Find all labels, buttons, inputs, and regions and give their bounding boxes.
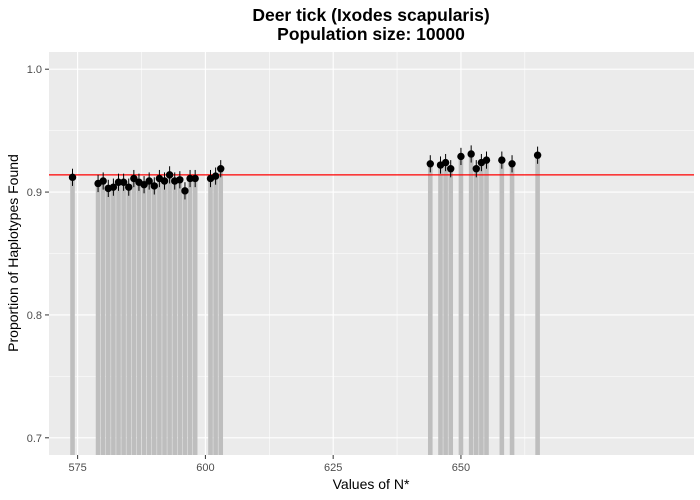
data-point bbox=[176, 176, 184, 184]
data-point bbox=[482, 156, 491, 164]
x-tick-label: 625 bbox=[324, 462, 342, 474]
bar bbox=[131, 178, 137, 456]
data-point bbox=[119, 178, 128, 186]
bar bbox=[479, 162, 484, 455]
data-point bbox=[140, 180, 148, 189]
y-tick-label: 0.9 bbox=[27, 187, 42, 199]
bar bbox=[427, 163, 433, 455]
bars bbox=[70, 153, 540, 456]
data-point bbox=[160, 177, 169, 185]
axis-ticks bbox=[45, 68, 462, 459]
bar bbox=[192, 178, 198, 456]
y-tick-labels: 0.7 0.8 0.9 1.0 bbox=[27, 64, 42, 445]
bar bbox=[443, 162, 448, 455]
bar bbox=[121, 182, 126, 456]
x-tick-label: 600 bbox=[196, 462, 214, 474]
data-point bbox=[99, 177, 107, 185]
data-point bbox=[533, 151, 542, 159]
bar bbox=[162, 181, 167, 455]
bar bbox=[213, 176, 218, 455]
bar bbox=[116, 182, 121, 456]
minor-gridlines bbox=[49, 52, 694, 455]
bar bbox=[484, 160, 489, 455]
data-point bbox=[165, 171, 174, 179]
bar bbox=[535, 155, 540, 455]
bar bbox=[146, 181, 152, 455]
x-tick-label: 650 bbox=[452, 462, 470, 474]
data-point bbox=[457, 152, 465, 161]
data-point bbox=[109, 183, 118, 191]
data-point bbox=[181, 187, 189, 195]
bar bbox=[177, 179, 183, 455]
bar bbox=[172, 181, 178, 455]
y-tick-label: 0.7 bbox=[27, 433, 42, 445]
bar bbox=[473, 168, 479, 455]
x-axis-title: Values of N* bbox=[333, 476, 410, 492]
bar bbox=[111, 187, 116, 455]
bar bbox=[448, 168, 454, 455]
x-tick-labels: 575 600 625 650 bbox=[68, 462, 470, 474]
data-point bbox=[472, 165, 480, 173]
data-point bbox=[217, 165, 225, 173]
data-point bbox=[191, 174, 199, 183]
bar bbox=[468, 153, 474, 456]
bar bbox=[187, 178, 193, 456]
bar bbox=[95, 183, 101, 455]
data-point bbox=[186, 174, 194, 183]
data-point bbox=[114, 178, 123, 186]
y-tick-label: 0.8 bbox=[27, 310, 42, 322]
data-points bbox=[68, 150, 542, 195]
bar bbox=[105, 188, 111, 455]
data-point bbox=[441, 158, 450, 167]
bar bbox=[141, 184, 147, 455]
chart-subtitle: Population size: 10000 bbox=[277, 24, 465, 44]
bar bbox=[499, 160, 505, 455]
bar bbox=[136, 182, 142, 456]
chart-title: Deer tick (Ixodes scapularis) bbox=[252, 5, 489, 25]
data-point bbox=[130, 174, 138, 183]
bar bbox=[126, 187, 132, 455]
data-point bbox=[508, 160, 516, 168]
data-point bbox=[150, 182, 158, 190]
bar bbox=[167, 174, 172, 456]
bar bbox=[208, 178, 213, 456]
bar bbox=[182, 190, 188, 455]
bar bbox=[218, 168, 224, 455]
data-point bbox=[447, 165, 455, 173]
data-point bbox=[68, 173, 77, 182]
bar bbox=[157, 178, 162, 456]
bar bbox=[458, 156, 464, 455]
data-point bbox=[145, 177, 153, 185]
bar bbox=[509, 163, 515, 455]
bar bbox=[151, 185, 157, 456]
x-tick-label: 575 bbox=[68, 462, 86, 474]
y-tick-label: 1.0 bbox=[27, 64, 42, 76]
data-point bbox=[467, 150, 475, 158]
data-point bbox=[498, 156, 506, 164]
bar bbox=[438, 165, 443, 455]
data-point bbox=[211, 172, 220, 180]
data-point bbox=[426, 160, 434, 168]
y-axis-title: Proportion of Haplotypes Found bbox=[5, 154, 21, 352]
data-point bbox=[125, 183, 133, 191]
bar bbox=[70, 177, 75, 455]
bar bbox=[100, 181, 106, 455]
